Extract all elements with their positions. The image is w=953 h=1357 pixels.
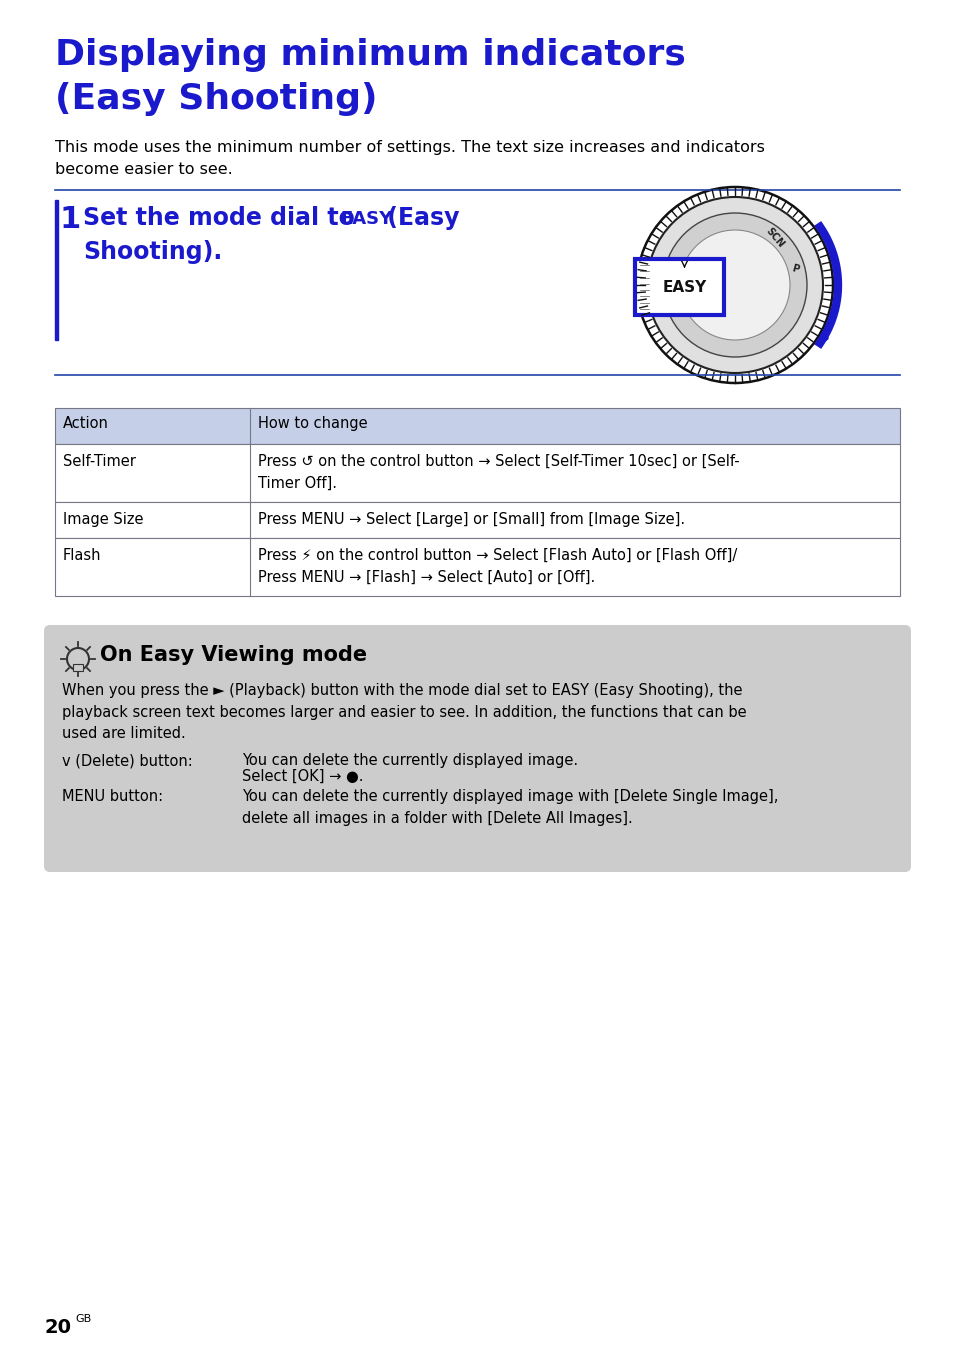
Text: P: P [789,263,799,274]
Text: This mode uses the minimum number of settings. The text size increases and indic: This mode uses the minimum number of set… [55,140,764,176]
Text: When you press the ► (Playback) button with the mode dial set to EASY (Easy Shoo: When you press the ► (Playback) button w… [62,683,746,741]
Text: Shooting).: Shooting). [83,240,222,265]
Text: Set the mode dial to: Set the mode dial to [83,206,363,229]
FancyBboxPatch shape [44,626,910,873]
Text: (Easy Shooting): (Easy Shooting) [55,81,377,115]
FancyBboxPatch shape [635,259,723,315]
Text: 1: 1 [60,205,81,233]
Text: Image Size: Image Size [63,512,143,527]
Text: Select [OK] → ●.: Select [OK] → ●. [242,769,363,784]
Text: Action: Action [63,417,109,432]
Text: Press MENU → Select [Large] or [Small] from [Image Size].: Press MENU → Select [Large] or [Small] f… [257,512,684,527]
Bar [55,444,899,502]
Text: ᴠ (Delete) button:: ᴠ (Delete) button: [62,753,193,768]
Text: Press ↺ on the control button → Select [Self-Timer 10sec] or [Self-
Timer Off].: Press ↺ on the control button → Select [… [257,455,739,491]
Bar [55,537,899,596]
Text: GB: GB [75,1314,91,1324]
Text: Displaying minimum indicators: Displaying minimum indicators [55,38,685,72]
Text: Flash: Flash [63,548,101,563]
Text: On Easy Viewing mode: On Easy Viewing mode [100,645,367,665]
Text: You can delete the currently displayed image.: You can delete the currently displayed i… [242,753,578,768]
Text: Press ⚡ on the control button → Select [Flash Auto] or [Flash Off]/
Press MENU →: Press ⚡ on the control button → Select [… [257,548,737,585]
Circle shape [646,197,822,373]
Bar [55,408,899,444]
Bar [55,502,899,537]
Text: You can delete the currently displayed image with [Delete Single Image],
delete : You can delete the currently displayed i… [242,788,778,825]
Bar [55,199,58,341]
Text: How to change: How to change [257,417,367,432]
Text: EASY: EASY [339,210,392,228]
Circle shape [67,649,89,670]
Text: EASY: EASY [661,280,706,294]
Text: (Easy: (Easy [378,206,459,229]
Text: MENU button:: MENU button: [62,788,163,803]
Bar [73,664,83,670]
Text: 20: 20 [45,1318,71,1337]
Text: Self-Timer: Self-Timer [63,455,135,470]
Circle shape [679,229,789,341]
Circle shape [662,213,806,357]
Text: SCN: SCN [763,225,785,250]
